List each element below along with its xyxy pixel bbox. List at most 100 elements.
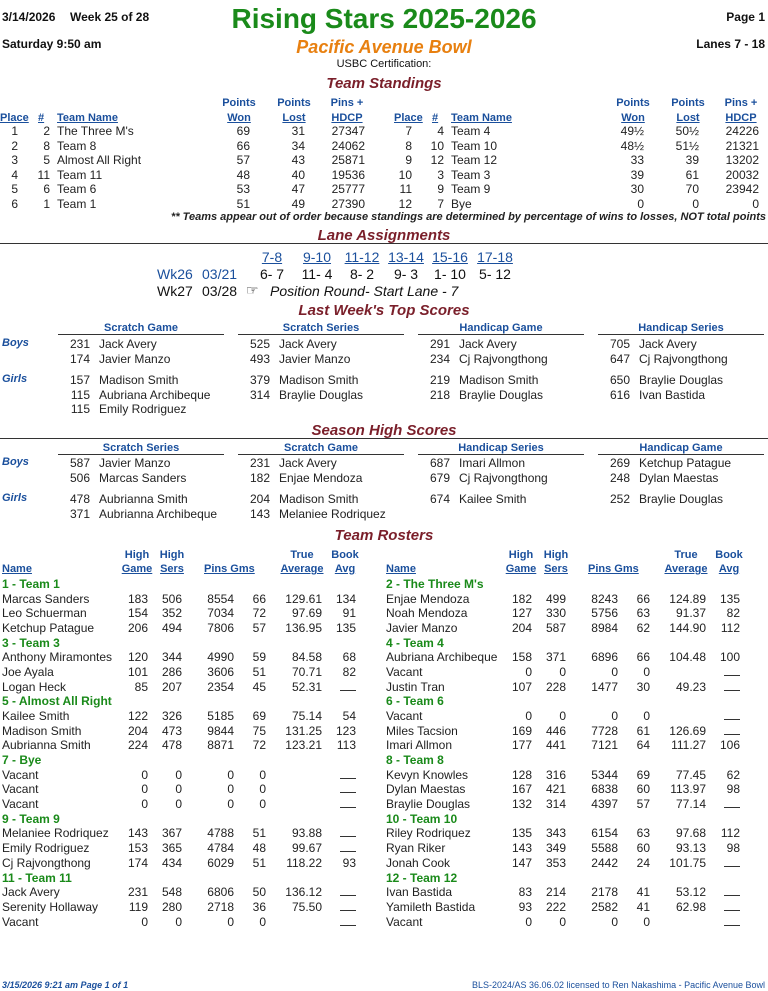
- score: 218: [429, 387, 450, 402]
- book-average: 112: [720, 621, 740, 635]
- player-name: Enjae Mendoza: [386, 591, 470, 606]
- bowler-name: Aubrianna Smith: [99, 492, 188, 506]
- pins-hdcp: 24226: [725, 124, 759, 138]
- high-game: 0: [141, 782, 148, 797]
- high-game: 0: [141, 797, 148, 812]
- book-average-blank: [340, 797, 356, 812]
- high-series: 352: [161, 606, 182, 621]
- bowler-name: Cj Rajvongthong: [459, 470, 548, 485]
- high-series: 473: [161, 723, 182, 738]
- score: 647: [609, 351, 630, 366]
- bowler-name: Enjae Mendoza: [279, 470, 363, 485]
- score-entry: 157 Madison Smith: [58, 373, 228, 388]
- true-average: 77.45: [675, 767, 706, 782]
- high-series: 499: [545, 591, 566, 606]
- roster-team-header: 1 - Team 1: [2, 577, 60, 591]
- games: 60: [636, 782, 650, 797]
- score: 687: [429, 456, 450, 470]
- games: 0: [259, 767, 266, 782]
- score-column-header: Handicap Series: [598, 322, 764, 335]
- true-average: 75.14: [291, 709, 322, 723]
- book-average: 98: [726, 782, 740, 797]
- girls-label: Girls: [2, 373, 28, 385]
- points-lost: 34: [291, 138, 305, 153]
- roster-row: Enjae Mendoza 182 499 8243 66 124.89 135: [384, 592, 764, 607]
- pins: 3606: [207, 665, 234, 679]
- book-average-blank: [340, 915, 356, 930]
- player-name: Ketchup Patague: [2, 621, 95, 635]
- book-average: 54: [342, 709, 356, 723]
- points-lost: 31: [291, 124, 305, 138]
- games: 66: [252, 591, 266, 606]
- true-average: 97.68: [675, 826, 706, 841]
- player-name: Leo Schuerman: [2, 606, 87, 621]
- high-game: 128: [511, 767, 532, 782]
- pins: 0: [227, 914, 234, 929]
- high-game: 167: [511, 782, 532, 797]
- pins: 0: [611, 709, 618, 723]
- roster-row: Serenity Hollaway 119 280 2718 36 75.50: [0, 900, 380, 915]
- games: 30: [636, 679, 650, 694]
- place: 8: [405, 138, 412, 153]
- games: 0: [259, 797, 266, 812]
- player-name: Javier Manzo: [386, 621, 458, 635]
- score: 182: [249, 470, 270, 485]
- standings-row: 1 2 The Three M's 69 31 27347: [0, 124, 380, 139]
- high-game: 0: [141, 767, 148, 782]
- player-name: Vacant: [2, 797, 39, 812]
- true-average: 62.98: [675, 899, 706, 914]
- book-average-blank: [340, 826, 356, 841]
- book-average: 134: [335, 591, 356, 606]
- score-entry: 143 Melaniee Rodriquez: [238, 507, 408, 522]
- score: 269: [609, 456, 630, 470]
- score-column-header: Handicap Game: [418, 322, 584, 335]
- team-name: Bye: [451, 197, 472, 211]
- roster-team-header: 2 - The Three M's: [386, 577, 484, 591]
- lane-pairing: 8- 2: [349, 266, 375, 282]
- pins: 7034: [207, 606, 234, 621]
- book-average-blank: [724, 885, 740, 900]
- high-series: 365: [161, 841, 182, 856]
- score-entry: 687 Imari Allmon: [418, 456, 588, 471]
- standings-note: ** Teams appear out of order because sta…: [171, 211, 766, 223]
- lanes-range: Lanes 7 - 18: [696, 37, 765, 51]
- player-name: Dylan Maestas: [386, 782, 466, 797]
- bowler-name: Melaniee Rodriquez: [279, 506, 386, 521]
- true-average: 113.97: [670, 782, 706, 797]
- high-series: 0: [559, 665, 566, 679]
- score-entry: 248 Dylan Maestas: [598, 471, 768, 486]
- col-header: Book: [331, 549, 359, 561]
- player-name: Imari Allmon: [386, 738, 453, 753]
- points-won: 48½: [620, 138, 644, 153]
- games: 36: [252, 899, 266, 914]
- score: 115: [70, 387, 90, 402]
- pins-hdcp: 25777: [331, 182, 365, 197]
- high-series: 421: [545, 782, 566, 797]
- bowler-name: Jack Avery: [459, 337, 517, 351]
- book-average-blank: [724, 797, 740, 812]
- book-average: 135: [719, 591, 740, 606]
- standings-row: 8 10 Team 10 48½ 51½ 21321: [394, 139, 768, 154]
- high-series: 0: [559, 914, 566, 929]
- high-series: 434: [161, 855, 182, 870]
- score: 493: [249, 351, 270, 366]
- col-header: Sers: [544, 563, 568, 575]
- team-name: Team 11: [57, 167, 103, 182]
- col-header: Game: [505, 563, 537, 575]
- team-number: 6: [43, 182, 50, 197]
- pins: 8243: [591, 591, 618, 606]
- roster-row: Emily Rodriguez 153 365 4784 48 99.67: [0, 841, 380, 856]
- col-header: #: [38, 112, 45, 124]
- games: 0: [259, 914, 266, 929]
- footer-printed: 3/15/2026 9:21 am Page 1 of 1: [2, 980, 129, 990]
- player-name: Riley Rodriquez: [386, 826, 471, 841]
- score-entry: 705 Jack Avery: [598, 337, 768, 352]
- bowler-name: Ivan Bastida: [639, 387, 706, 402]
- team-number: 1: [43, 197, 50, 211]
- col-header: Team Name: [57, 112, 118, 124]
- col-header: Average: [664, 563, 708, 575]
- player-name: Joe Ayala: [2, 665, 54, 679]
- bowler-name: Imari Allmon: [459, 456, 526, 470]
- high-game: 127: [511, 606, 532, 621]
- score: 478: [69, 492, 90, 506]
